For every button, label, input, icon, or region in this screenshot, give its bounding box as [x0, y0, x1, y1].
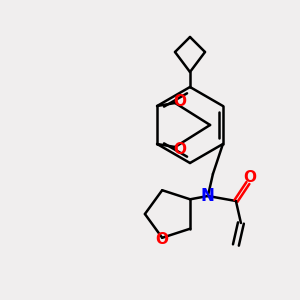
- Text: N: N: [201, 187, 215, 205]
- Text: O: O: [156, 232, 169, 247]
- Text: O: O: [174, 142, 187, 157]
- Text: O: O: [243, 169, 256, 184]
- Text: O: O: [174, 94, 187, 109]
